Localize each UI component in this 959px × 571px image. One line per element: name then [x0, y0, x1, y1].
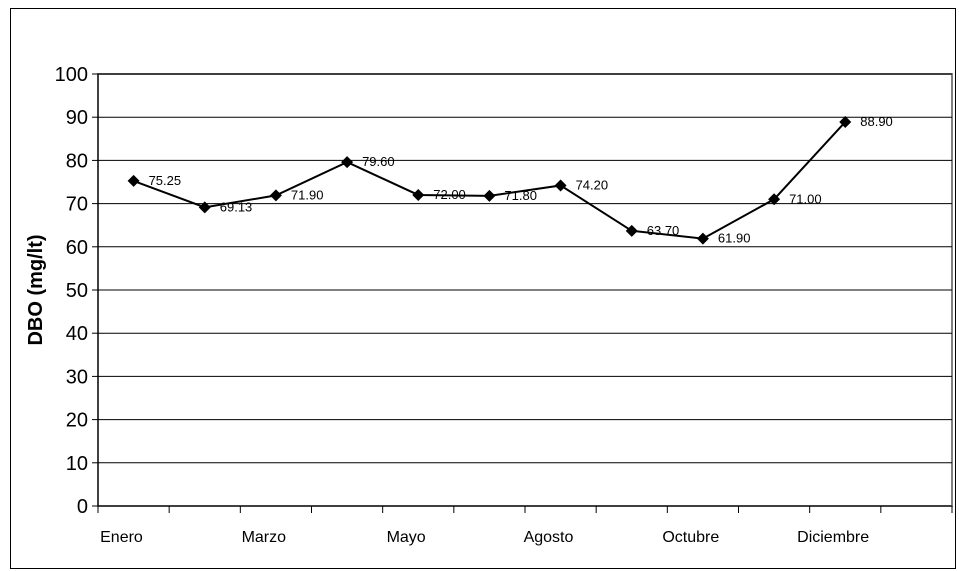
y-tick-labels: 0 10 20 30 40 50 60 70 80 90 100 [55, 64, 88, 518]
data-point [341, 156, 354, 169]
data-labels: 75.25 69.13 71.90 79.60 72.00 71.80 74.20 63.70… [149, 114, 893, 246]
data-label: 88.90 [860, 114, 893, 129]
y-tick-label: 30 [66, 366, 88, 388]
data-label: 72.00 [433, 187, 466, 202]
data-point [412, 188, 425, 201]
y-tick-label: 50 [66, 280, 88, 302]
axes [92, 73, 953, 513]
x-tick-label: Agosto [524, 529, 574, 546]
y-tick-label: 0 [77, 496, 88, 518]
data-point [696, 232, 709, 245]
y-tick-label: 100 [55, 64, 88, 86]
y-tick-label: 40 [66, 323, 88, 345]
data-label: 71.00 [789, 191, 822, 206]
x-tick-labels: Enero Marzo Mayo Agosto Octubre Diciembre [100, 529, 869, 546]
data-label: 74.20 [576, 177, 609, 192]
data-point [839, 115, 852, 128]
y-axis-label: DBO (mg/lt) [25, 234, 47, 345]
data-point [483, 189, 496, 202]
x-tick-label: Marzo [242, 529, 287, 546]
data-markers [127, 115, 852, 245]
x-tick-label: Diciembre [797, 529, 869, 546]
data-label: 69.13 [220, 199, 253, 214]
data-label: 71.90 [291, 187, 324, 202]
y-tick-label: 70 [66, 194, 88, 216]
y-tick-label: 80 [66, 150, 88, 172]
y-tick-label: 10 [66, 453, 88, 475]
data-label: 71.80 [504, 188, 537, 203]
x-tick-label: Enero [100, 529, 143, 546]
data-point [554, 179, 567, 192]
data-point [768, 193, 781, 206]
data-point [269, 189, 282, 202]
data-point [127, 174, 140, 187]
x-tick-label: Mayo [387, 529, 426, 546]
y-tick-label: 90 [66, 107, 88, 129]
data-label: 75.25 [149, 173, 182, 188]
data-label: 61.90 [718, 231, 751, 246]
y-tick-label: 20 [66, 410, 88, 432]
data-label: 79.60 [362, 154, 395, 169]
data-point [198, 201, 211, 214]
x-tick-label: Octubre [662, 529, 719, 546]
data-label: 63.70 [647, 223, 680, 238]
data-point [625, 224, 638, 237]
y-tick-label: 60 [66, 237, 88, 259]
